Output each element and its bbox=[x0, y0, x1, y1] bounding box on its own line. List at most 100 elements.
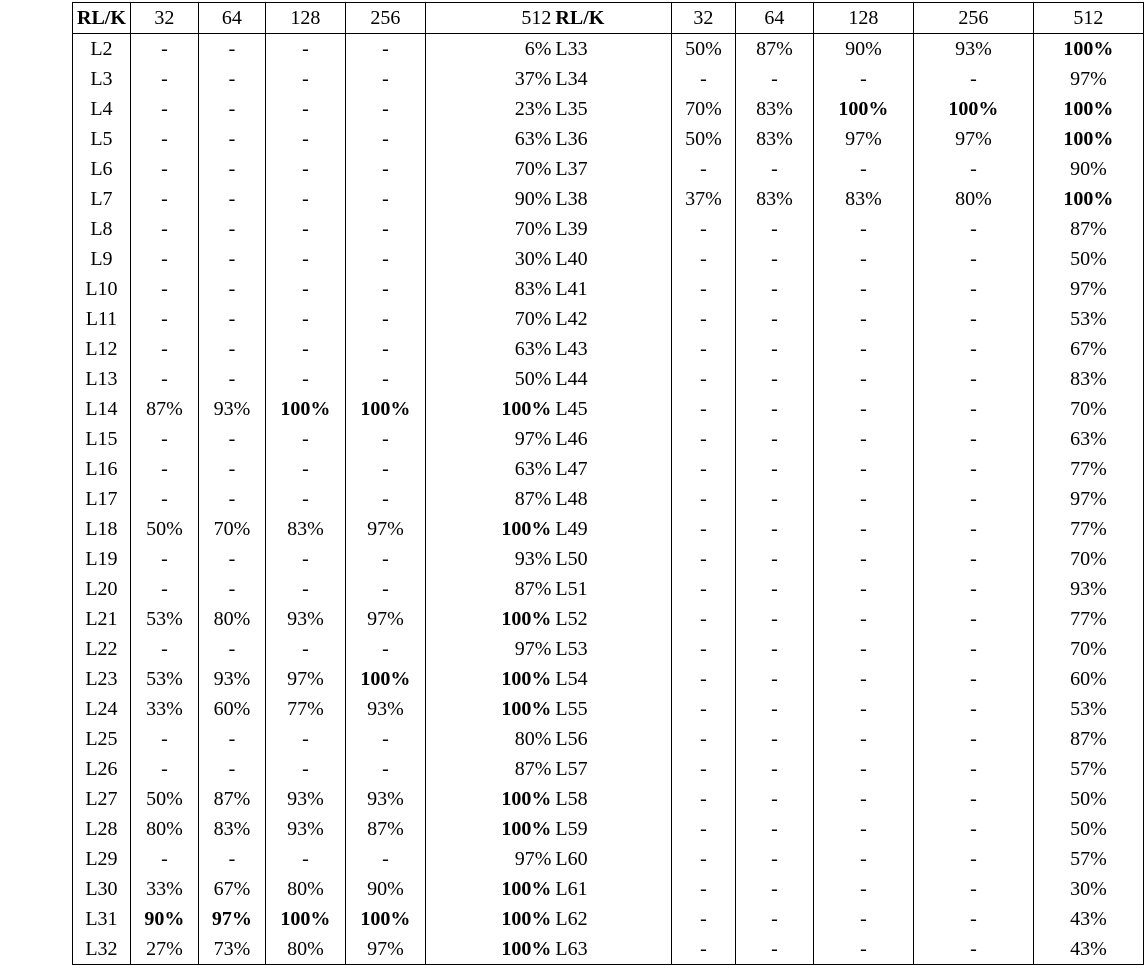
table-cell: - bbox=[129, 454, 199, 484]
table-cell: - bbox=[264, 94, 346, 124]
table-cell: L23 bbox=[85, 668, 118, 690]
table-cell: - bbox=[912, 874, 1034, 904]
table-cell: L15 bbox=[85, 428, 118, 450]
table-cell: - bbox=[812, 784, 914, 814]
table-cell: - bbox=[812, 64, 914, 94]
table-cell: - bbox=[912, 304, 1034, 334]
table-row: L18 50% 70% 83% 97% 100% L49- - - -77% bbox=[73, 514, 1144, 544]
table-row: L7- - - -90% L38 37% 83% 83% 80% 100% bbox=[73, 184, 1144, 214]
table-cell: - bbox=[129, 484, 199, 514]
table-cell: L62 bbox=[555, 908, 588, 930]
header-cell: 256 bbox=[344, 2, 426, 34]
table-cell: - bbox=[912, 634, 1034, 664]
table-cell: - bbox=[129, 244, 199, 274]
table-cell: - bbox=[670, 544, 736, 574]
table-cell: - bbox=[670, 244, 736, 274]
table-cell: L42 bbox=[555, 308, 588, 330]
table-cell: 50% bbox=[129, 514, 199, 544]
table-cell: 67% bbox=[197, 874, 266, 904]
table-cell: - bbox=[912, 274, 1034, 304]
table-cell: 37% bbox=[424, 64, 554, 94]
table-cell: L49 bbox=[555, 518, 588, 540]
table-cell: 77% bbox=[1032, 514, 1144, 544]
table-row: L29- - - -97% L60- - - -57% bbox=[73, 844, 1144, 874]
table-cell: L26 bbox=[85, 758, 118, 780]
table-cell: - bbox=[670, 64, 736, 94]
table-cell: - bbox=[670, 154, 736, 184]
table-cell: 100% bbox=[424, 664, 554, 694]
table-cell: - bbox=[734, 424, 814, 454]
table-cell: - bbox=[734, 334, 814, 364]
table-cell: 97% bbox=[344, 514, 426, 544]
table-cell: - bbox=[264, 754, 346, 784]
table-cell: - bbox=[812, 694, 914, 724]
table-cell: - bbox=[734, 304, 814, 334]
table-cell: - bbox=[734, 844, 814, 874]
table-cell: L17 bbox=[85, 488, 118, 510]
table-row: L3- - - -37% L34- - - -97% bbox=[73, 64, 1144, 94]
table-cell: 100% bbox=[424, 874, 554, 904]
table-cell: L40 bbox=[555, 248, 588, 270]
table-cell: - bbox=[734, 274, 814, 304]
table-cell: - bbox=[344, 244, 426, 274]
table-cell: - bbox=[734, 934, 814, 965]
table-cell: 83% bbox=[734, 94, 814, 124]
table-cell: - bbox=[129, 184, 199, 214]
table-cell: 93% bbox=[424, 544, 554, 574]
header-cell: RL/K bbox=[553, 2, 672, 34]
table-row: L19- - - -93% L50- - - -70% bbox=[73, 544, 1144, 574]
table-cell: 90% bbox=[812, 33, 914, 64]
table-cell: - bbox=[129, 214, 199, 244]
table-cell: L47 bbox=[555, 458, 588, 480]
table-cell: - bbox=[812, 154, 914, 184]
table-cell: L20 bbox=[85, 578, 118, 600]
table-cell: L39 bbox=[555, 218, 588, 240]
table-cell: - bbox=[264, 214, 346, 244]
table-cell: - bbox=[670, 334, 736, 364]
table-cell: 100% bbox=[1032, 94, 1144, 124]
table-cell: - bbox=[129, 754, 199, 784]
table-cell: L10 bbox=[85, 278, 118, 300]
table-cell: - bbox=[197, 484, 266, 514]
table-cell: - bbox=[912, 904, 1034, 934]
table-row: L14 87% 93% 100% 100% 100% L45- - - -70% bbox=[73, 394, 1144, 424]
table-cell: - bbox=[344, 484, 426, 514]
table-cell: 87% bbox=[1032, 214, 1144, 244]
table-cell: 87% bbox=[424, 574, 554, 604]
table-cell: - bbox=[912, 214, 1034, 244]
table-cell: 50% bbox=[670, 124, 736, 154]
table-cell: - bbox=[670, 784, 736, 814]
header-cell: 64 bbox=[734, 2, 814, 34]
table-cell: 90% bbox=[129, 904, 199, 934]
table-cell: L48 bbox=[555, 488, 588, 510]
table-cell: 63% bbox=[1032, 424, 1144, 454]
table-cell: - bbox=[734, 544, 814, 574]
table-cell: - bbox=[264, 33, 346, 64]
table-cell: - bbox=[264, 334, 346, 364]
table-cell: 87% bbox=[129, 394, 199, 424]
table-cell: 100% bbox=[264, 394, 346, 424]
table-cell: - bbox=[264, 634, 346, 664]
table-cell: 100% bbox=[424, 514, 554, 544]
table-cell: 53% bbox=[1032, 304, 1144, 334]
table-cell: - bbox=[734, 904, 814, 934]
table-cell: - bbox=[129, 33, 199, 64]
table-cell: - bbox=[344, 334, 426, 364]
table-row: L5- - - -63% L36 50% 83% 97% 97% 100% bbox=[73, 124, 1144, 154]
table-cell: - bbox=[344, 754, 426, 784]
table-cell: 50% bbox=[1032, 814, 1144, 844]
table-cell: - bbox=[670, 844, 736, 874]
table-cell: - bbox=[197, 214, 266, 244]
table-cell: - bbox=[264, 844, 346, 874]
table-cell: 93% bbox=[1032, 574, 1144, 604]
table-cell: - bbox=[812, 364, 914, 394]
table-cell: 90% bbox=[424, 184, 554, 214]
table-cell: - bbox=[812, 574, 914, 604]
table-row: RL/K 32 64 128 256 512 RL/K 32 64 128 256 512 bbox=[72, 2, 1144, 34]
table-cell: - bbox=[912, 664, 1034, 694]
table-row: L10- - - -83% L41- - - -97% bbox=[73, 274, 1144, 304]
table-cell: - bbox=[812, 484, 914, 514]
table-cell: 80% bbox=[129, 814, 199, 844]
table-cell: - bbox=[734, 484, 814, 514]
table-cell: 77% bbox=[1032, 604, 1144, 634]
